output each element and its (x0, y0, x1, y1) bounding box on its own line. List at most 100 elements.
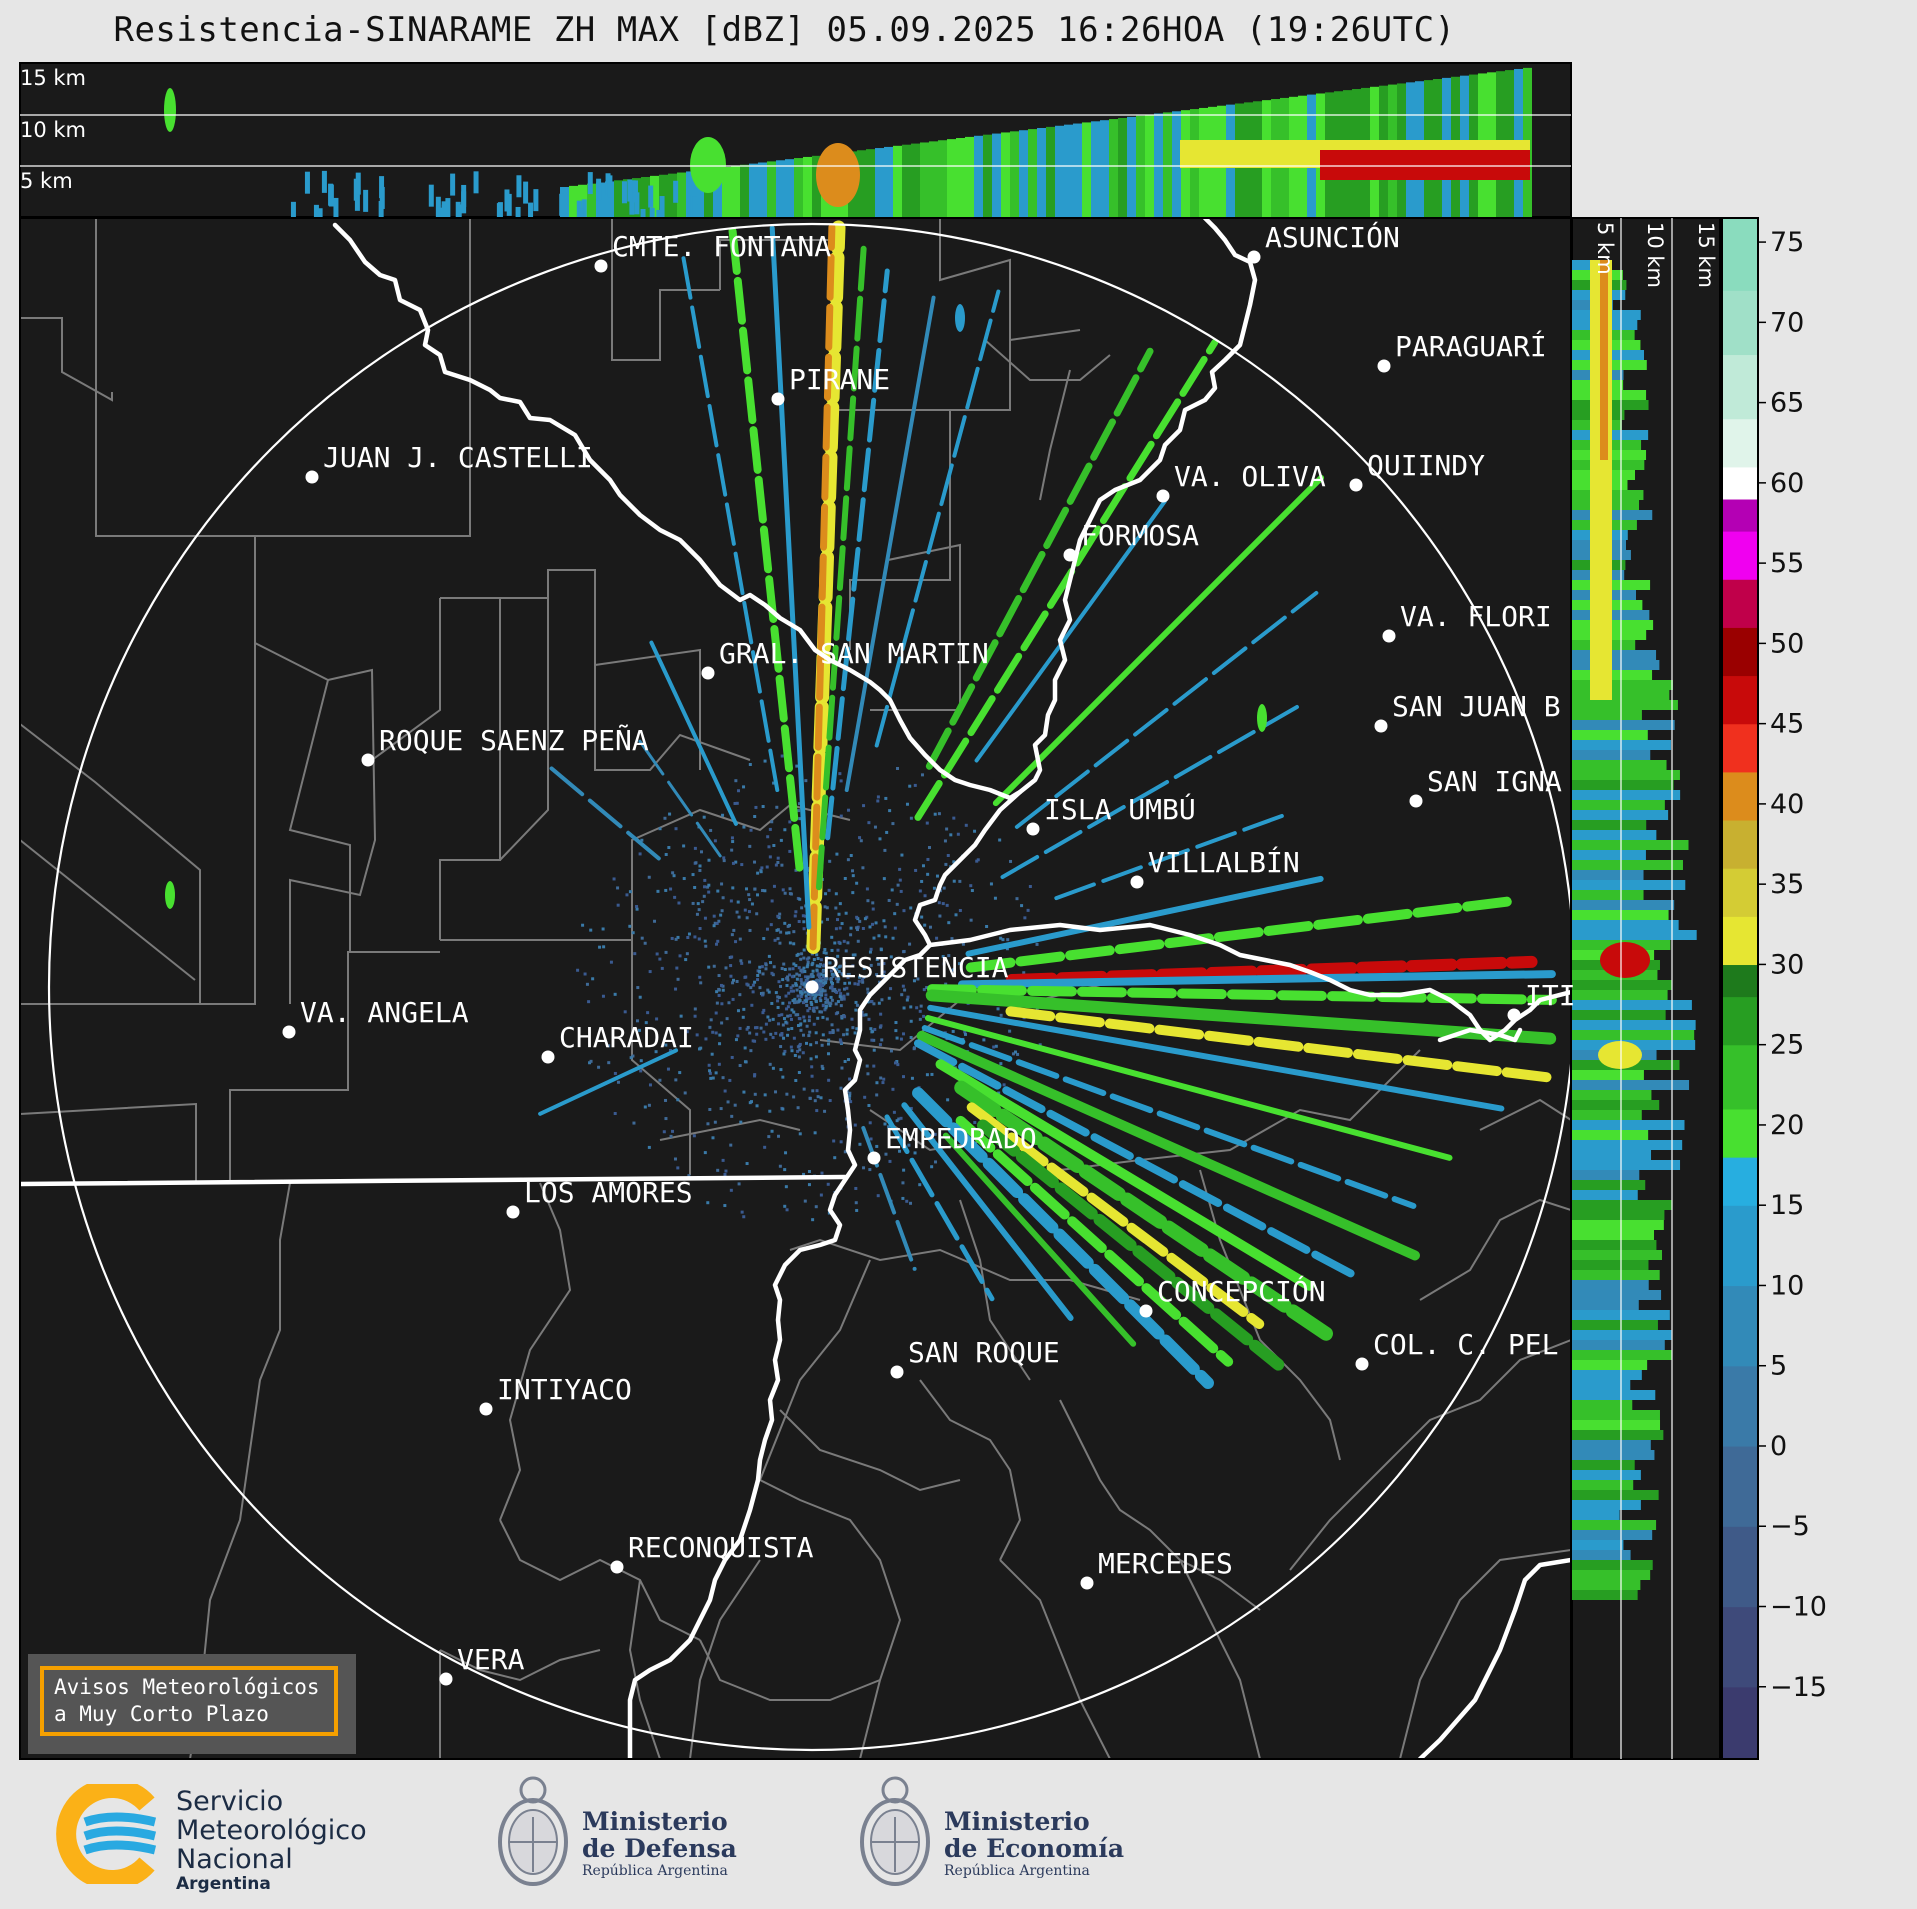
echo-speck (902, 1006, 906, 1010)
echo-speck (842, 961, 846, 965)
colorbar-band (1722, 218, 1758, 291)
echo-speck (774, 1090, 778, 1094)
echo-speck (788, 941, 792, 945)
top-echo-column (560, 187, 569, 217)
echo-speck (782, 1036, 786, 1040)
echo-ray (769, 225, 812, 930)
top-echo-column (569, 185, 578, 217)
echo-speck (674, 827, 678, 831)
echo-speck (754, 805, 758, 809)
echo-speck (632, 1121, 636, 1125)
echo-speck (591, 977, 595, 981)
echo-speck (815, 978, 819, 982)
top-echo-column (758, 162, 767, 217)
echo-speck (909, 1036, 913, 1040)
echo-speck (824, 951, 828, 955)
radar-range-ring (48, 223, 1571, 1751)
echo-speck (758, 986, 762, 990)
echo-speck (909, 1201, 913, 1205)
echo-speck (783, 891, 787, 895)
echo-speck (913, 783, 917, 787)
echo-speck (861, 926, 865, 930)
side-echo-row (1572, 840, 1689, 850)
city-dot (1080, 1576, 1094, 1590)
echo-speck (824, 1004, 828, 1008)
echo-speck (736, 1009, 740, 1013)
echo-speck (935, 874, 939, 878)
echo-speck (753, 1026, 757, 1030)
echo-speck (794, 910, 798, 914)
echo-speck (693, 935, 697, 939)
city-label: PIRANE (789, 363, 890, 396)
colorbar-tick-label: 45 (1770, 709, 1804, 740)
top-echo-speck (317, 208, 323, 217)
echo-ray (815, 245, 867, 891)
echo-speck (631, 931, 635, 935)
echo-speck (999, 1013, 1003, 1017)
echo-speck (876, 799, 880, 803)
city-dot (439, 1672, 453, 1686)
city-label: VERA (457, 1643, 525, 1676)
echo-speck (796, 1013, 800, 1017)
top-echo-speck (456, 204, 462, 217)
echo-speck (858, 836, 862, 840)
echo-speck (760, 866, 764, 870)
echo-speck (643, 1105, 647, 1109)
echo-speck (759, 870, 763, 874)
echo-ray (809, 223, 836, 951)
echo-speck (838, 902, 842, 906)
echo-speck (901, 1181, 905, 1185)
colorbar-band (1722, 1365, 1758, 1447)
echo-speck (772, 844, 776, 848)
echo-speck (828, 859, 832, 863)
echo-speck (695, 912, 699, 916)
echo-speck (788, 892, 792, 896)
colorbar-band (1722, 819, 1758, 869)
echo-speck (601, 927, 605, 931)
colorbar-band (1722, 964, 1758, 998)
echo-speck (760, 965, 764, 969)
echo-speck (798, 990, 802, 994)
echo-speck (777, 996, 781, 1000)
echo-ray (992, 474, 1325, 807)
side-echo-row (1572, 1000, 1692, 1010)
city-label: JUAN J. CASTELLI (323, 441, 593, 474)
echo-speck (876, 1194, 880, 1198)
echo-ray (1014, 590, 1319, 829)
echo-speck (790, 1027, 794, 1031)
echo-speck (839, 1086, 843, 1090)
echo-speck (857, 979, 861, 983)
echo-speck (1001, 938, 1005, 942)
echo-speck (778, 1164, 782, 1168)
city-label: ISLA UMBÚ (1044, 792, 1196, 826)
top-echo-column (911, 143, 920, 217)
echo-speck (866, 987, 870, 991)
echo-speck (655, 952, 659, 956)
side-echo-row (1572, 1510, 1620, 1520)
echo-speck (855, 1027, 859, 1031)
city-label: EMPEDRADO (885, 1122, 1037, 1155)
echo-speck (776, 999, 780, 1003)
echo-speck (877, 934, 881, 938)
side-echo-row (1572, 1240, 1657, 1250)
echo-speck (715, 921, 719, 925)
echo-speck (875, 957, 879, 961)
echo-speck (708, 1071, 712, 1075)
echo-speck (854, 1008, 858, 1012)
top-echo-column (866, 149, 875, 217)
echo-speck (718, 1042, 722, 1046)
echo-speck (909, 906, 913, 910)
echo-speck (807, 866, 811, 870)
echo-speck (909, 1005, 913, 1009)
echo-ray (649, 640, 738, 826)
city-dot (610, 1560, 624, 1574)
echo-speck (701, 900, 705, 904)
echo-speck (1038, 1043, 1042, 1047)
echo-speck (798, 897, 802, 901)
echo-speck (847, 1097, 851, 1101)
echo-speck (653, 919, 657, 923)
echo-speck (825, 906, 829, 910)
echo-speck (837, 940, 841, 944)
echo-speck (703, 916, 707, 920)
echo-speck (851, 1026, 855, 1030)
